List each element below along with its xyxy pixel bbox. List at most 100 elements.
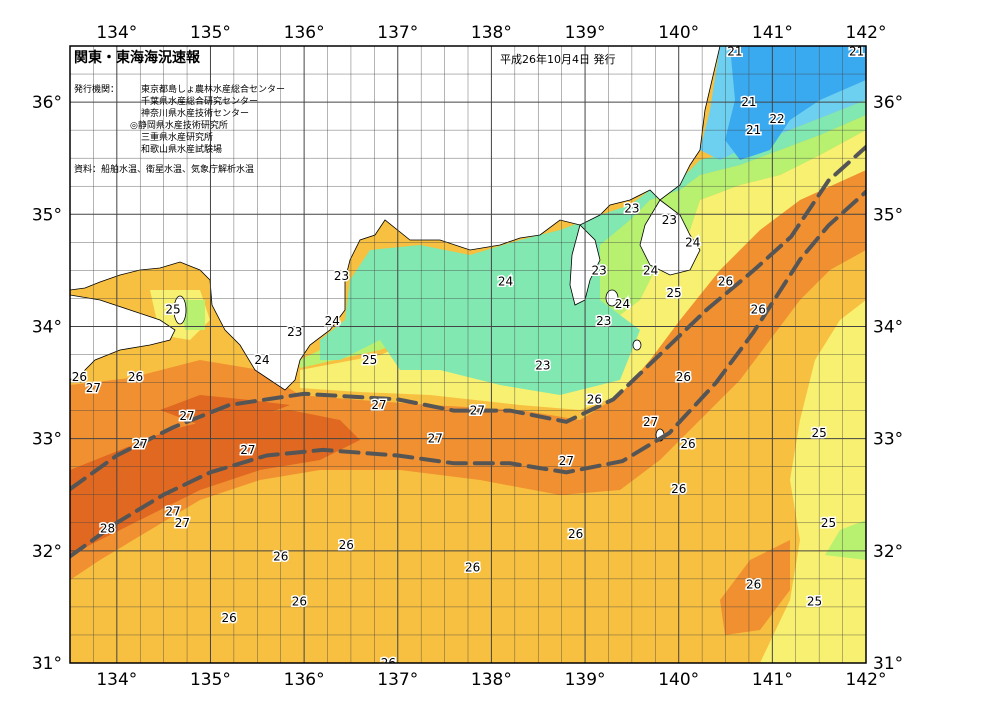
longitude-label-top: 141°: [752, 23, 793, 43]
issuer-list: 東京都島しょ農林水産総合センター千葉県水産総合研究センター神奈川県水産技術センタ…: [130, 83, 285, 155]
isotherm-label: 25: [666, 286, 681, 300]
longitude-label-bottom: 137°: [377, 670, 418, 690]
isotherm-label: 27: [86, 381, 101, 395]
temp-band-24-east: [825, 520, 866, 560]
issuer-name: 東京都島しょ農林水産総合センター: [141, 83, 285, 95]
isotherm-label: 26: [718, 275, 733, 289]
longitude-label-bottom: 140°: [658, 670, 699, 690]
land-boso-peninsula: [639, 199, 701, 276]
latitude-label-left: 35°: [32, 205, 62, 225]
issuer-label: 発行機関：: [74, 83, 119, 95]
longitude-label-top: 137°: [377, 23, 418, 43]
isotherm-label: 27: [175, 516, 190, 530]
isotherm-label: 21: [746, 123, 761, 137]
land-shikoku: [70, 294, 176, 381]
isotherm-label: 26: [72, 370, 87, 384]
isotherm-label: 27: [643, 415, 658, 429]
latitude-label-right: 34°: [873, 317, 903, 337]
source-note: 資料：船舶水温、衛星水温、気象庁解析水温: [74, 163, 254, 175]
isotherm-label: 23: [334, 269, 349, 283]
latitude-label-left: 34°: [32, 317, 62, 337]
longitude-labels-top: 134° 135° 136° 137° 138° 139° 140° 141° 142°: [96, 23, 886, 43]
longitude-label-top: 135°: [190, 23, 231, 43]
isotherm-label: 25: [812, 426, 827, 440]
isotherm-label: 27: [371, 398, 386, 412]
land-awaji: [173, 295, 187, 325]
latitude-label-right: 32°: [873, 542, 903, 562]
isotherm-label: 24: [615, 297, 630, 311]
isotherm-label: 24: [643, 263, 658, 277]
latitude-label-right: 33°: [873, 430, 903, 450]
isotherm-label: 23: [624, 202, 639, 216]
latitude-label-right: 36°: [873, 93, 903, 113]
land-miyakejima: [632, 339, 642, 351]
longitude-label-bottom: 136°: [284, 670, 325, 690]
longitude-label-bottom: 139°: [565, 670, 606, 690]
map-title: 関東・東海海況速報: [74, 49, 201, 66]
issuer-name: 和歌山県水産試験場: [141, 143, 222, 155]
issuer-name: 千葉県水産総合研究センター: [141, 95, 258, 107]
isotherm-label: 26: [339, 538, 354, 552]
land-honshu: [70, 46, 721, 391]
longitude-label-bottom: 135°: [190, 670, 231, 690]
isotherm-label: 26: [292, 594, 307, 608]
isotherm-label: 25: [821, 516, 836, 530]
latitude-label-left: 33°: [32, 430, 62, 450]
longitude-label-top: 138°: [471, 23, 512, 43]
longitude-label-bottom: 138°: [471, 670, 512, 690]
isotherm-label: 23: [535, 359, 550, 373]
longitude-label-top: 136°: [284, 23, 325, 43]
isotherm-label: 27: [470, 404, 485, 418]
issue-date: 平成26年10月4日 発行: [500, 52, 616, 66]
isotherm-label: 25: [807, 594, 822, 608]
isotherm-label: 27: [133, 437, 148, 451]
isotherm-label: 26: [587, 392, 602, 406]
isotherm-label: 27: [559, 454, 574, 468]
isotherm-labels: 21 21 21 21 22 23 23 23 23 23 23 23 24 24 24 24 24 24 25 25…: [70, 45, 866, 670]
isotherm-label: 25: [165, 303, 180, 317]
isotherm-label: 27: [179, 409, 194, 423]
isotherm-label: 24: [498, 275, 513, 289]
longitude-labels-bottom: 134° 135° 136° 137° 138° 139° 140° 141° 142°: [96, 670, 886, 690]
kuroshio-axis-line: [70, 189, 866, 559]
issuer-name: 神奈川県水産技術センター: [141, 107, 249, 119]
isotherm-label: 25: [362, 353, 377, 367]
isotherm-label: 26: [465, 561, 480, 575]
land-oshima: [605, 289, 619, 307]
isotherm-label: 26: [746, 577, 761, 591]
isotherm-label: 21: [727, 45, 742, 59]
longitude-label-top: 139°: [565, 23, 606, 43]
temp-band-28: [70, 410, 360, 555]
isotherm-label: 26: [381, 656, 396, 670]
isotherm-label: 21: [741, 95, 756, 109]
isotherm-label: 26: [751, 303, 766, 317]
isotherm-label: 26: [568, 527, 583, 541]
issuer-name: ◎静岡県水産技術研究所: [130, 119, 228, 131]
isotherm-label: 27: [240, 443, 255, 457]
isotherm-label: 23: [596, 314, 611, 328]
longitude-label-bottom: 142°: [846, 670, 887, 690]
map-frame: [69, 45, 867, 664]
isotherm-label: 23: [662, 213, 677, 227]
kuroshio-axes: [70, 145, 866, 559]
longitude-label-top: 134°: [96, 23, 137, 43]
isotherm-label: 22: [769, 112, 784, 126]
isotherm-label: 27: [428, 432, 443, 446]
isotherm-label: 24: [254, 353, 269, 367]
isotherm-label: 26: [128, 370, 143, 384]
latitude-label-left: 31°: [32, 654, 62, 674]
isotherm-label: 28: [100, 521, 115, 535]
isotherm-label: 26: [273, 549, 288, 563]
issuer-name: 三重県水産研究所: [141, 131, 213, 143]
temp-band-21: [725, 46, 866, 160]
longitude-label-top: 140°: [658, 23, 699, 43]
isotherm-label: 21: [849, 45, 864, 59]
isotherm-label: 26: [680, 437, 695, 451]
latitude-label-left: 36°: [32, 93, 62, 113]
isotherm-label: 24: [325, 314, 340, 328]
longitude-label-bottom: 134°: [96, 670, 137, 690]
latitude-label-right: 31°: [873, 654, 903, 674]
latitude-label-right: 35°: [873, 205, 903, 225]
longitude-label-bottom: 141°: [752, 670, 793, 690]
